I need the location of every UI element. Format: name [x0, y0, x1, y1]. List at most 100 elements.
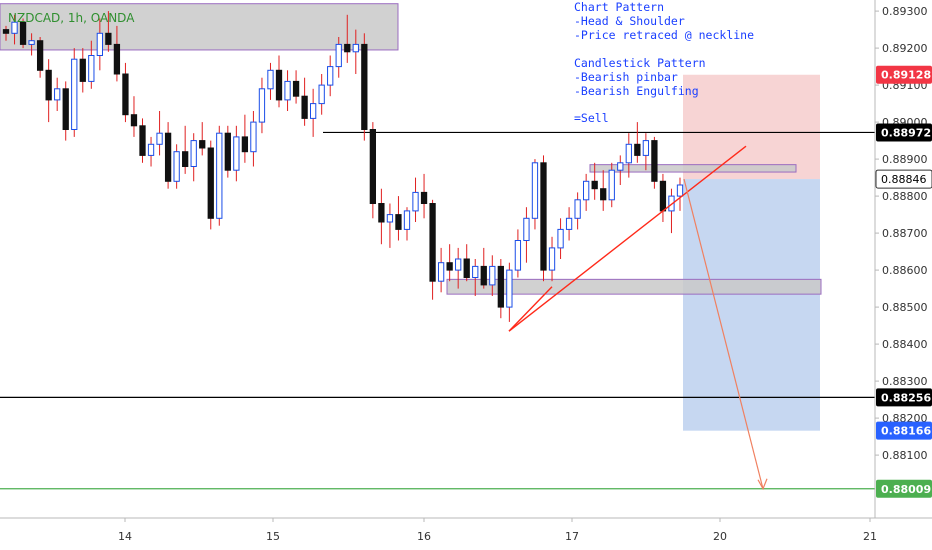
- candle: [19, 18, 27, 49]
- price-tick-label: 0.89300: [882, 5, 928, 18]
- target-zone: [683, 179, 820, 431]
- candle: [130, 96, 138, 137]
- price-zone: [589, 164, 797, 173]
- bullish-candle-body: [455, 258, 462, 271]
- price-tick-label: 0.89200: [882, 42, 928, 55]
- candle: [45, 59, 52, 123]
- candle: [591, 162, 598, 200]
- candle: [190, 133, 197, 182]
- price-axis[interactable]: 0.893000.892000.891000.890000.889000.888…: [875, 5, 928, 462]
- bearish-candle-body: [446, 262, 453, 271]
- candle: [113, 25, 121, 82]
- candle: [327, 55, 334, 97]
- price-tag-box: [875, 169, 932, 189]
- bearish-candle-body: [344, 43, 351, 53]
- bullish-candle-body: [147, 143, 155, 156]
- bearish-candle-body: [540, 162, 547, 271]
- candle: [540, 155, 547, 282]
- candle: [199, 122, 206, 156]
- price-tag-takeprofit: 0.88009: [876, 479, 932, 498]
- candle: [105, 11, 112, 52]
- candle: [216, 125, 223, 226]
- zones-layer: [0, 3, 822, 431]
- bullish-candle-body: [489, 265, 496, 286]
- candle: [11, 14, 18, 45]
- candle: [455, 247, 462, 289]
- bullish-candle-body: [437, 262, 445, 282]
- bullish-candle-body: [565, 217, 573, 230]
- time-tick-label: 16: [417, 530, 431, 543]
- candle: [437, 247, 445, 293]
- candle: [514, 229, 522, 278]
- candles-layer: [2, 11, 684, 322]
- candle: [386, 203, 394, 248]
- bullish-candle-body: [574, 199, 581, 219]
- candle: [506, 262, 513, 322]
- price-tick-label: 0.88300: [882, 375, 928, 388]
- price-tag-label: 0.88846: [881, 173, 927, 186]
- note-line: =Sell: [574, 111, 609, 125]
- price-tag-box: [876, 388, 932, 407]
- price-tick-label: 0.88100: [882, 449, 928, 462]
- candle: [403, 207, 411, 241]
- bearish-candle-body: [420, 191, 428, 204]
- candle: [96, 18, 103, 71]
- bullish-candle-body: [284, 80, 291, 101]
- bullish-candle-body: [190, 140, 197, 168]
- candle: [173, 144, 180, 189]
- candle: [207, 140, 214, 230]
- note-line: Chart Pattern: [574, 0, 664, 14]
- bearish-candle-body: [130, 114, 138, 127]
- candle: [71, 48, 78, 137]
- bearish-candle-body: [139, 125, 146, 156]
- bearish-candle-body: [361, 43, 368, 130]
- candle: [600, 170, 607, 211]
- candle: [497, 259, 504, 319]
- bearish-candle-body: [207, 147, 214, 219]
- time-tick-label: 17: [565, 530, 579, 543]
- time-axis[interactable]: 14 15 16 17 20 21: [118, 518, 877, 543]
- candle: [429, 199, 436, 300]
- drawing-lines-layer: [508, 145, 768, 491]
- candle: [335, 37, 342, 78]
- candle: [267, 62, 274, 100]
- price-zone: [0, 3, 399, 51]
- bearish-candle-body: [224, 132, 231, 171]
- bullish-candle-body: [216, 132, 223, 219]
- candle: [463, 244, 470, 282]
- bullish-candle-body: [548, 247, 556, 271]
- candle: [634, 122, 641, 163]
- bearish-candle-body: [659, 180, 667, 212]
- candle: [523, 207, 530, 263]
- note-line: -Bearish pinbar: [574, 70, 678, 84]
- bullish-candle-body: [88, 55, 95, 82]
- projection-arrowhead: [757, 478, 768, 491]
- candle: [625, 133, 632, 178]
- bullish-candle-body: [617, 162, 624, 171]
- price-tag-box: [876, 65, 932, 84]
- bullish-candle-body: [472, 265, 479, 278]
- bullish-candle-body: [352, 43, 359, 53]
- price-tag-label: 0.89128: [881, 69, 931, 82]
- bullish-candle-body: [676, 184, 684, 197]
- trendline-start-segment: [508, 286, 553, 332]
- bearish-candle-body: [497, 265, 504, 308]
- note-line: -Bearish Engulfing: [574, 84, 699, 98]
- bearish-candle-body: [395, 214, 402, 230]
- price-tag-label: 0.88166: [881, 425, 931, 438]
- candle: [258, 77, 266, 134]
- candle: [378, 188, 385, 245]
- candle: [250, 111, 257, 167]
- bearish-candle-body: [600, 188, 607, 201]
- candle: [557, 218, 564, 259]
- candle: [292, 70, 300, 104]
- candle: [531, 159, 539, 230]
- price-tick-label: 0.88900: [882, 153, 928, 166]
- candle: [301, 77, 308, 126]
- candle: [548, 236, 556, 282]
- price-tick-label: 0.88600: [882, 264, 928, 277]
- bearish-candle-body: [378, 203, 385, 223]
- candle: [642, 133, 650, 171]
- price-tick-label: 0.88700: [882, 227, 928, 240]
